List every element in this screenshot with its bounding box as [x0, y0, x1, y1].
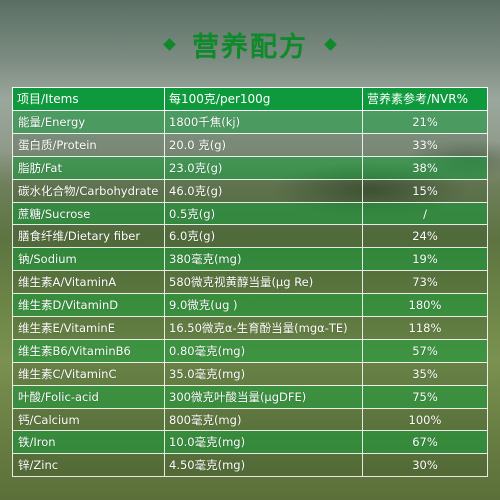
- row-value: 46.0克(g): [165, 179, 363, 202]
- row-value: 0.80毫克(mg): [165, 339, 363, 362]
- diamond-right-icon: [324, 37, 337, 51]
- row-item: 蔗糖/Sucrose: [13, 202, 165, 225]
- page-title: 营养配方: [192, 31, 308, 63]
- row-item: 维生素A/VitaminA: [13, 271, 165, 294]
- table-row: 维生素E/VitaminE 16.50微克α-生育酚当量(mgα-TE) 118%: [12, 317, 488, 340]
- table-row: 脂肪/Fat 23.0克(g) 38%: [12, 156, 488, 180]
- row-nvr: 24%: [363, 225, 487, 248]
- row-nvr: 73%: [363, 271, 487, 294]
- table-row: 叶酸/Folic-acid 300微克叶酸当量(μgDFE) 75%: [12, 385, 488, 409]
- row-item: 能量/Energy: [13, 111, 165, 133]
- row-nvr: 15%: [363, 179, 487, 202]
- row-item: 脂肪/Fat: [13, 156, 165, 179]
- table-row: 维生素A/VitaminA 580微克视黄醇当量(μg Re) 73%: [12, 271, 488, 295]
- table-row: 锌/Zinc 4.50毫克(mg) 30%: [12, 454, 488, 478]
- row-nvr: 19%: [363, 248, 487, 271]
- row-nvr: 75%: [363, 385, 487, 408]
- row-value: 300微克叶酸当量(μgDFE): [165, 385, 363, 408]
- header-nvr: 营养素参考/NVR%: [367, 92, 468, 106]
- table-row: 碳水化合物/Carbohydrate 46.0克(g) 15%: [12, 179, 488, 203]
- row-nvr: 100%: [363, 408, 487, 431]
- row-value: 800毫克(mg): [165, 408, 363, 431]
- row-item: 钙/Calcium: [13, 408, 165, 431]
- row-nvr: 30%: [363, 454, 487, 477]
- row-item: 铁/Iron: [13, 431, 165, 454]
- row-value: 0.5克(g): [165, 202, 363, 225]
- row-value: 23.0克(g): [165, 156, 363, 179]
- row-value: 6.0克(g): [165, 225, 363, 248]
- table-row: 维生素C/VitaminC 35.0毫克(mg) 35%: [12, 362, 488, 386]
- nutrition-table: 项目/Items 每100克/per100g 营养素参考/NVR% 能量/Ene…: [12, 87, 488, 478]
- row-value: 20.0 克(g): [165, 133, 363, 156]
- row-item: 维生素B6/VitaminB6: [13, 339, 165, 362]
- row-nvr: 21%: [363, 111, 487, 133]
- row-item: 膳食纤维/Dietary fiber: [13, 225, 165, 248]
- row-value: 580微克视黄醇当量(μg Re): [165, 271, 363, 294]
- row-nvr: 67%: [363, 431, 487, 454]
- table-header: 项目/Items 每100克/per100g 营养素参考/NVR%: [12, 87, 488, 111]
- table-row: 能量/Energy 1800千焦(kj) 21%: [12, 111, 488, 134]
- row-nvr: 38%: [363, 156, 487, 179]
- table-row: 蔗糖/Sucrose 0.5克(g) /: [12, 202, 488, 226]
- row-nvr: /: [363, 202, 487, 225]
- header-per100g: 每100克/per100g: [165, 88, 363, 110]
- row-value: 35.0毫克(mg): [165, 362, 363, 385]
- header-items: 项目/Items: [13, 88, 165, 110]
- table-row: 维生素D/VitaminD 9.0微克(ug ) 180%: [12, 294, 488, 318]
- row-nvr: 180%: [363, 294, 487, 317]
- row-value: 4.50毫克(mg): [165, 454, 363, 477]
- row-item: 碳水化合物/Carbohydrate: [13, 179, 165, 202]
- title-row: 营养配方: [0, 24, 500, 64]
- table-row: 膳食纤维/Dietary fiber 6.0克(g) 24%: [12, 225, 488, 249]
- row-value: 9.0微克(ug ): [165, 294, 363, 317]
- row-nvr: 57%: [363, 339, 487, 362]
- table-row: 铁/Iron 10.0毫克(mg) 67%: [12, 431, 488, 455]
- row-item: 锌/Zinc: [13, 454, 165, 477]
- row-nvr: 33%: [363, 133, 487, 156]
- row-value: 380毫克(mg): [165, 248, 363, 271]
- row-value: 10.0毫克(mg): [165, 431, 363, 454]
- table-row: 钠/Sodium 380毫克(mg) 19%: [12, 248, 488, 272]
- row-item: 维生素D/VitaminD: [13, 294, 165, 317]
- row-item: 钠/Sodium: [13, 248, 165, 271]
- diamond-left-icon: [163, 37, 176, 51]
- row-item: 蛋白质/Protein: [13, 133, 165, 156]
- table-row: 钙/Calcium 800毫克(mg) 100%: [12, 408, 488, 432]
- table-row: 蛋白质/Protein 20.0 克(g) 33%: [12, 133, 488, 157]
- row-nvr: 118%: [363, 317, 487, 339]
- row-value: 16.50微克α-生育酚当量(mgα-TE): [165, 317, 363, 339]
- row-item: 维生素C/VitaminC: [13, 362, 165, 385]
- row-item: 叶酸/Folic-acid: [13, 385, 165, 408]
- row-item: 维生素E/VitaminE: [13, 317, 165, 339]
- row-value: 1800千焦(kj): [165, 111, 363, 133]
- table-body: 能量/Energy 1800千焦(kj) 21% 蛋白质/Protein 20.0 克(…: [12, 111, 488, 478]
- table-row: 维生素B6/VitaminB6 0.80毫克(mg) 57%: [12, 339, 488, 363]
- row-nvr: 35%: [363, 362, 487, 385]
